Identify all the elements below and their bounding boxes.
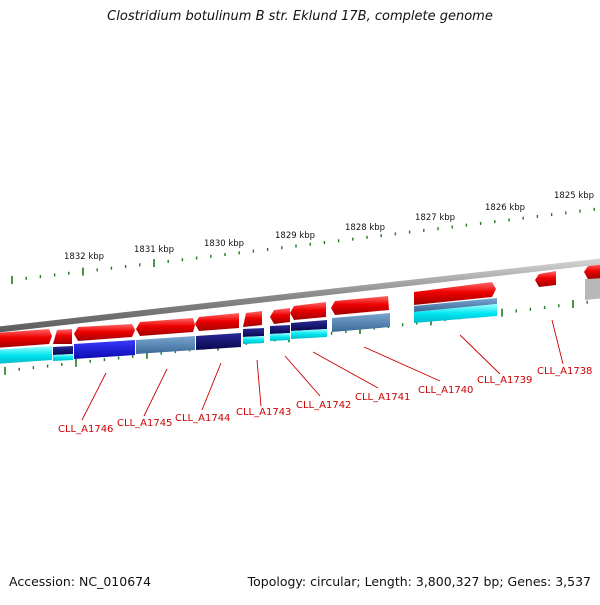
gene-arrow[interactable] — [290, 302, 326, 320]
leader-line — [256, 359, 262, 407]
gene-label[interactable]: CLL_A1739 — [477, 375, 532, 386]
leader-line — [312, 351, 379, 389]
scale-label: 1828 kbp — [345, 223, 385, 233]
feature-block[interactable] — [53, 346, 73, 355]
scale-label: 1827 kbp — [415, 213, 455, 223]
label-leaders — [81, 319, 564, 421]
map-title: Clostridium botulinum B str. Eklund 17B,… — [107, 9, 493, 24]
feature-block[interactable] — [291, 329, 327, 339]
feature-block[interactable] — [414, 304, 497, 323]
gene-arrow[interactable] — [584, 264, 600, 279]
gene-arrow[interactable] — [270, 308, 290, 324]
gene-track-forward — [0, 264, 600, 348]
feature-block[interactable] — [414, 298, 497, 312]
gene-label[interactable]: CLL_A1744 — [175, 413, 230, 424]
leader-line — [143, 368, 168, 417]
feature-block[interactable] — [291, 320, 327, 331]
gene-label[interactable]: CLL_A1745 — [117, 418, 172, 429]
backbone-segment — [585, 276, 600, 300]
feature-block[interactable] — [74, 340, 135, 359]
gene-label[interactable]: CLL_A1746 — [58, 424, 113, 435]
leader-line — [459, 334, 501, 375]
scale-label: 1829 kbp — [275, 231, 315, 241]
gene-label[interactable]: CLL_A1743 — [236, 407, 291, 418]
genome-summary-text: Topology: circular; Length: 3,800,327 bp… — [247, 574, 591, 589]
scale-label: 1826 kbp — [485, 203, 525, 213]
scale-labels: 1832 kbp 1831 kbp 1830 kbp 1829 kbp 1828… — [64, 191, 594, 262]
feature-block[interactable] — [136, 336, 195, 354]
gene-labels: CLL_A1746 CLL_A1745 CLL_A1744 CLL_A1743 … — [58, 366, 592, 435]
gene-arrow[interactable] — [53, 329, 72, 344]
leader-line — [201, 362, 222, 411]
scale-label: 1825 kbp — [554, 191, 594, 201]
scale-ticks — [11, 207, 595, 284]
gene-label[interactable]: CLL_A1742 — [296, 400, 351, 411]
feature-block[interactable] — [196, 333, 241, 350]
feature-block[interactable] — [243, 336, 264, 344]
accession-text: Accession: NC_010674 — [9, 574, 152, 589]
leader-line — [363, 346, 441, 382]
gene-arrow[interactable] — [136, 318, 195, 336]
feature-block[interactable] — [243, 328, 264, 337]
feature-block[interactable] — [53, 354, 73, 361]
gene-arrow[interactable] — [0, 329, 52, 348]
gene-arrow[interactable] — [243, 311, 262, 327]
gene-label[interactable]: CLL_A1740 — [418, 385, 473, 396]
gene-label[interactable]: CLL_A1741 — [355, 392, 410, 403]
feature-block[interactable] — [270, 333, 290, 341]
gene-label[interactable]: CLL_A1738 — [537, 366, 592, 377]
scale-label: 1831 kbp — [134, 245, 174, 255]
leader-line — [81, 372, 107, 421]
scale-label: 1830 kbp — [204, 239, 244, 249]
genome-backbone — [0, 258, 600, 333]
gene-arrow[interactable] — [74, 324, 135, 341]
scale-label: 1832 kbp — [64, 252, 104, 262]
leader-line — [551, 319, 564, 365]
feature-block[interactable] — [270, 325, 290, 334]
gene-arrow[interactable] — [195, 313, 239, 331]
feature-block[interactable] — [0, 346, 52, 364]
gene-track-features — [0, 298, 497, 364]
leader-line — [284, 355, 321, 397]
gene-arrow[interactable] — [331, 296, 389, 315]
feature-block[interactable] — [332, 313, 390, 332]
gene-arrow[interactable] — [414, 282, 496, 305]
gene-arrow[interactable] — [535, 271, 556, 287]
